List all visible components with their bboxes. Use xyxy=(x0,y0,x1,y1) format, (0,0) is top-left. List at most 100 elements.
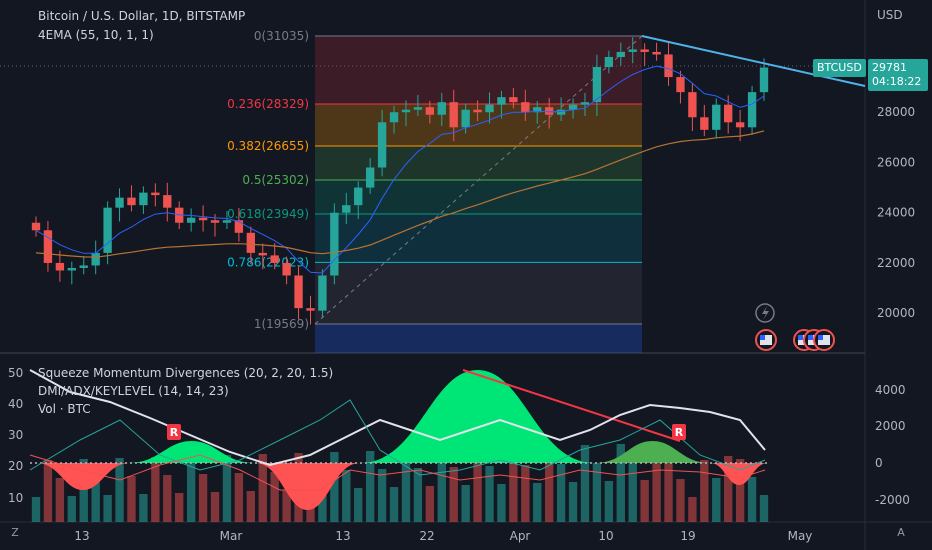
volume-bar xyxy=(365,451,375,522)
time-axis-label: 13 xyxy=(335,529,350,543)
volume-bar xyxy=(115,458,124,522)
candle-body xyxy=(652,51,661,55)
momentum-positive-area xyxy=(595,441,710,463)
price-axis-label: 28000 xyxy=(877,105,915,119)
candle-body xyxy=(688,92,697,118)
candle-body xyxy=(282,262,291,276)
volume-bar xyxy=(79,459,88,522)
ema-fast-line xyxy=(35,65,765,274)
candle-body xyxy=(676,77,685,93)
candle-body xyxy=(425,107,435,115)
volume-bar xyxy=(712,478,721,522)
candle-body xyxy=(151,192,160,196)
timezone-button[interactable]: Z xyxy=(11,526,19,539)
resistance-trendline xyxy=(641,35,866,87)
volume-bar xyxy=(258,454,267,522)
volume-bar xyxy=(103,495,112,522)
momentum-positive-area xyxy=(128,441,255,463)
candle-body xyxy=(127,197,136,206)
candle-body xyxy=(616,51,625,57)
di-plus-line xyxy=(29,399,766,476)
candle-body xyxy=(198,217,208,221)
volume-bar xyxy=(437,449,446,522)
volume-bar xyxy=(747,477,757,522)
candle-body xyxy=(413,107,423,110)
candle-body xyxy=(365,167,375,188)
candle-body xyxy=(234,220,244,233)
price-axis-label: 22000 xyxy=(877,256,915,270)
volume-bar xyxy=(759,495,769,522)
last-price: 29781 xyxy=(872,61,907,74)
volume-bar xyxy=(342,470,351,522)
candle-body xyxy=(294,275,303,309)
volume-bar xyxy=(521,465,530,522)
symbol-tag[interactable]: BTCUSD xyxy=(813,59,866,77)
lower-right-axis-label: -2000 xyxy=(875,493,910,507)
fib-zone xyxy=(315,213,642,263)
candle-body xyxy=(401,109,411,113)
candle-body xyxy=(67,267,76,271)
auto-scale-button[interactable]: A xyxy=(897,526,905,539)
volume-bar xyxy=(377,469,387,522)
reversal-marker xyxy=(167,424,181,440)
candle-body xyxy=(115,197,124,208)
volume-bar xyxy=(497,484,506,522)
candle-body xyxy=(724,104,733,123)
volume-bar xyxy=(270,472,279,522)
volume-bar xyxy=(664,461,673,522)
time-axis-label: 19 xyxy=(680,529,695,543)
lower-left-axis-label: 50 xyxy=(8,366,23,380)
fib-level-label: 0.382(26655) xyxy=(227,139,309,153)
flag-canton xyxy=(798,335,803,340)
volume-bar xyxy=(91,477,100,522)
volume-bar xyxy=(652,443,661,522)
candle-body xyxy=(270,255,279,263)
fib-level-label: 0(31035) xyxy=(254,29,309,43)
volume-bar xyxy=(592,463,602,522)
candle-body xyxy=(664,54,673,78)
candle-body xyxy=(389,112,399,123)
fib-zone xyxy=(315,180,642,214)
volume-bar xyxy=(700,460,709,522)
time-axis-label: May xyxy=(788,529,813,543)
volume-bar xyxy=(67,496,76,522)
candle-body xyxy=(437,102,446,115)
candle-body xyxy=(545,107,554,115)
candle-body xyxy=(747,92,757,128)
volume-bar xyxy=(55,478,65,522)
fib-level-label: 0.618(23949) xyxy=(227,207,309,221)
dmi-legend: DMI/ADX/KEYLEVEL (14, 14, 23) xyxy=(38,384,229,398)
fib-zone xyxy=(315,36,642,104)
candle-body xyxy=(604,56,614,68)
volume-bar xyxy=(163,475,172,522)
candle-body xyxy=(712,104,721,130)
flag-icon xyxy=(760,335,772,345)
fib-zone-extension xyxy=(315,324,642,353)
time-axis-label: Mar xyxy=(220,529,243,543)
candle-body xyxy=(628,49,637,52)
time-axis-label: 22 xyxy=(419,529,434,543)
lower-left-axis-label: 10 xyxy=(8,491,23,505)
candle-body xyxy=(592,67,602,103)
momentum-negative-area xyxy=(255,463,360,510)
volume-bar xyxy=(425,486,435,522)
candle-body xyxy=(31,222,41,231)
volume-bar xyxy=(186,456,196,522)
volume-bar xyxy=(330,452,339,522)
candle-body xyxy=(473,109,482,113)
ema-legend: 4EMA (55, 10, 1, 1) xyxy=(38,28,154,42)
volume-bar xyxy=(282,490,291,522)
volume-bar xyxy=(568,482,578,522)
momentum-negative-area xyxy=(710,463,768,485)
volume-bar xyxy=(545,446,554,522)
candle-body xyxy=(222,220,232,223)
fib-trend-line xyxy=(314,35,643,325)
bearish-divergence-line xyxy=(462,369,681,442)
fib-level-label: 0.5(25302) xyxy=(242,173,309,187)
time-axis-label: 10 xyxy=(598,529,613,543)
candle-body xyxy=(318,275,327,311)
volume-bar xyxy=(509,447,518,522)
candle-body xyxy=(640,49,649,52)
volume-bar xyxy=(473,448,482,522)
